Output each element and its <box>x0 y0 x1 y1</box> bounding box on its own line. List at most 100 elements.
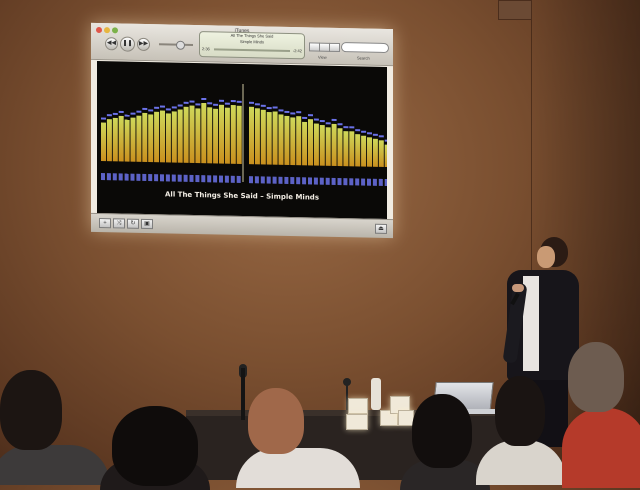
right-level-meter-segment <box>249 176 253 184</box>
eject-button[interactable]: ⏏ <box>375 223 387 235</box>
artwork-button[interactable]: ▣ <box>141 218 153 230</box>
left-level-meter-segment <box>154 174 159 182</box>
next-track-icon[interactable]: ▶▶ <box>137 37 150 52</box>
right-level-meter-segment <box>272 176 277 184</box>
left-peak-marker <box>165 108 171 111</box>
left-level-meter-segment <box>195 175 200 183</box>
right-peak-marker <box>284 110 290 113</box>
right-peak-marker <box>313 118 319 121</box>
right-peak-marker <box>296 111 302 114</box>
right-level-meter-segment <box>325 177 330 185</box>
right-peak-marker <box>308 114 313 117</box>
lcd-remaining-time: -2:42 <box>292 48 302 54</box>
right-spectrum-bar <box>308 119 313 166</box>
left-spectrum-bar <box>118 115 124 162</box>
left-spectrum-bar <box>195 108 201 164</box>
right-spectrum-bar <box>361 135 367 167</box>
itunes-toolbar: iTunes ◀◀ ❚❚ ▶▶ All The Things She Said … <box>91 22 393 67</box>
left-peak-marker <box>207 102 213 105</box>
right-spectrum-bar <box>319 125 325 166</box>
shuffle-button[interactable]: ⤨ <box>113 218 125 229</box>
volume-knob[interactable] <box>176 40 185 50</box>
left-spectrum-bar <box>112 117 118 162</box>
spectrum-analyzer <box>101 84 390 187</box>
left-peak-marker <box>230 99 236 103</box>
left-spectrum-bar <box>101 122 106 162</box>
left-peak-marker <box>183 101 189 104</box>
left-peak-marker <box>142 107 148 111</box>
left-spectrum-bar <box>224 107 230 164</box>
audience-member-6-plaid-shirt <box>562 408 640 488</box>
speaker-face <box>537 246 555 268</box>
right-level-meter-segment <box>343 178 348 186</box>
right-peak-marker <box>302 116 308 119</box>
right-level-meter-segment <box>260 176 265 184</box>
left-spectrum-bar <box>236 105 242 164</box>
right-spectrum-bar <box>260 109 266 165</box>
right-level-meter-segment <box>337 178 342 186</box>
song-progress-bar[interactable] <box>214 48 290 53</box>
left-peak-marker <box>236 100 242 103</box>
right-peak-marker <box>290 112 296 115</box>
left-level-meter-segment <box>183 174 188 182</box>
right-peak-marker <box>372 133 378 136</box>
search-label: Search <box>357 55 370 61</box>
right-spectrum-bar <box>367 137 372 167</box>
right-peak-marker <box>343 126 349 129</box>
left-spectrum-bar <box>148 114 154 163</box>
left-peak-marker <box>118 110 124 114</box>
left-spectrum-bar <box>230 104 236 164</box>
search-input[interactable] <box>341 42 389 54</box>
desk-microphone-stand <box>241 368 245 420</box>
right-level-meter-segment <box>313 177 318 185</box>
right-level-meter-segment <box>290 177 295 185</box>
right-peak-marker <box>325 122 331 125</box>
left-spectrum-bar <box>124 119 130 162</box>
right-peak-marker <box>349 126 355 129</box>
left-level-meter-segment <box>177 174 182 182</box>
left-spectrum-bar <box>207 107 213 164</box>
left-peak-marker <box>154 106 160 109</box>
right-level-meter-segment <box>254 176 259 184</box>
lcd-elapsed-time: 2:36 <box>202 46 210 52</box>
right-spectrum-bar <box>249 106 254 165</box>
right-peak-marker <box>260 104 266 107</box>
left-peak-marker <box>224 102 230 105</box>
right-peak-marker <box>254 103 260 106</box>
left-level-meter-segment <box>148 174 153 182</box>
view-coverflow-button[interactable] <box>329 42 340 53</box>
left-spectrum-bar <box>219 104 224 164</box>
right-peak-marker <box>384 139 390 142</box>
glowing-device-2 <box>346 414 368 430</box>
right-level-meter-segment <box>372 178 377 186</box>
left-level-meter-segment <box>165 174 170 182</box>
left-level-meter-segment <box>213 175 218 183</box>
repeat-button[interactable]: ↻ <box>127 218 139 229</box>
left-level-meter-segment <box>236 175 241 183</box>
right-spectrum-bar <box>254 108 260 165</box>
left-spectrum-bar <box>171 111 177 163</box>
left-peak-marker <box>148 109 154 112</box>
right-spectrum-bar <box>325 127 331 166</box>
left-peak-marker <box>177 104 183 107</box>
audience-member-6-head <box>568 342 624 412</box>
lcd-artist: Simple Minds <box>239 38 264 45</box>
wall-mounted-box <box>498 0 532 20</box>
right-peak-marker <box>266 107 272 110</box>
left-peak-marker <box>101 117 106 120</box>
left-level-meter-segment <box>106 173 111 181</box>
audience-member-1-head <box>0 370 62 450</box>
add-playlist-button[interactable]: + <box>99 218 111 229</box>
right-level-meter-segment <box>331 177 336 185</box>
speaker-shirt <box>523 276 539 371</box>
previous-track-icon[interactable]: ◀◀ <box>105 37 118 51</box>
left-spectrum-bar <box>130 117 136 162</box>
bottle <box>371 378 381 410</box>
left-spectrum-bar <box>142 112 148 163</box>
pause-icon[interactable]: ❚❚ <box>120 36 135 52</box>
right-peak-marker <box>272 106 278 109</box>
left-peak-marker <box>213 103 219 106</box>
laptop-base <box>440 409 500 414</box>
right-spectrum-bar <box>266 112 272 165</box>
left-level-meter-segment <box>101 173 105 181</box>
